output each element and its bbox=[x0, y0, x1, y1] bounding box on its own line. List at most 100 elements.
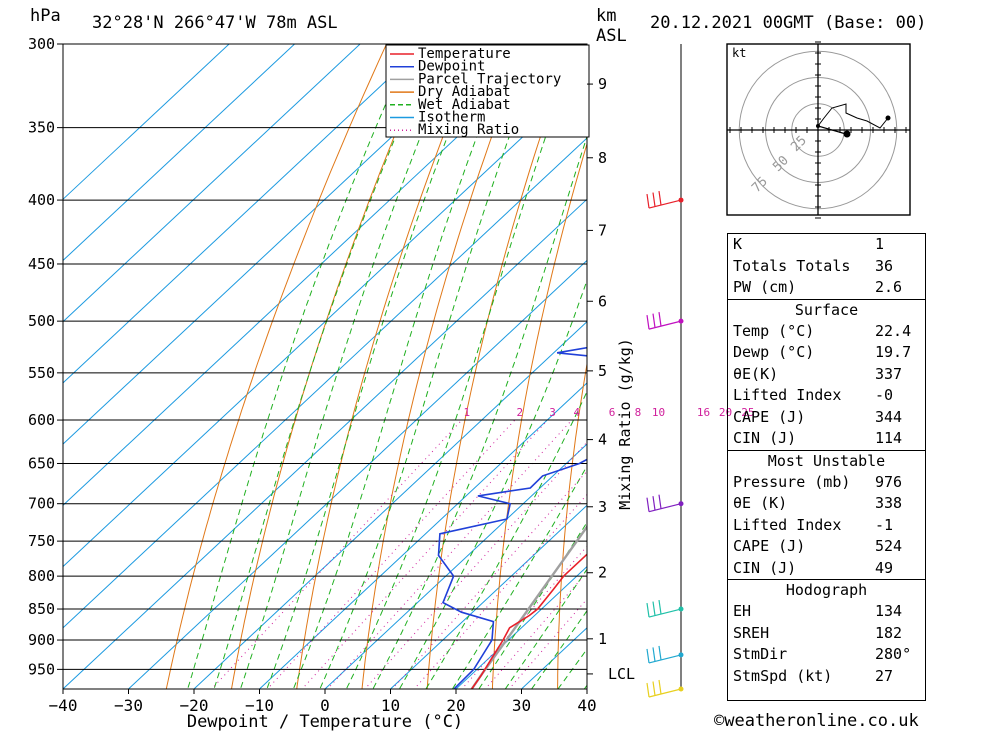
hodograph-origin bbox=[816, 124, 820, 128]
index-row: StmDir 280° bbox=[728, 644, 925, 666]
storm-motion-marker bbox=[843, 130, 851, 138]
isotherm-line bbox=[63, 44, 558, 507]
wind-barb-feather bbox=[652, 647, 656, 662]
wind-barb bbox=[648, 503, 682, 513]
x-tick-label: 0 bbox=[320, 696, 330, 715]
index-row: StmSpd (kt) 27 bbox=[728, 666, 925, 688]
footer-credit[interactable]: ©weatheronline.co.uk bbox=[714, 711, 919, 731]
mixing-ratio-line bbox=[364, 441, 587, 689]
wind-barb-feather bbox=[658, 312, 662, 327]
wind-barb-feather bbox=[646, 315, 650, 330]
chart-axes: 1 2 3 4 6 8 10 16 20 2530035040045050055060065070… bbox=[28, 35, 755, 715]
km-tick-label: 2 bbox=[598, 564, 607, 582]
wind-barb-feather bbox=[658, 679, 662, 695]
x-tick-label: −20 bbox=[180, 696, 209, 715]
index-label: StmSpd (kt) bbox=[733, 666, 833, 685]
wind-barb-feather bbox=[652, 496, 656, 511]
wind-barb-feather bbox=[658, 645, 662, 660]
pressure-tick-label: 600 bbox=[28, 411, 55, 429]
legend-entry: Parcel Trajectory bbox=[418, 71, 561, 87]
dry-adiabat-line bbox=[557, 361, 587, 689]
wind-barb-dot bbox=[678, 197, 684, 203]
index-row: θE(K) 337 bbox=[728, 364, 925, 386]
wind-barb-feather bbox=[652, 681, 656, 696]
legend-entry: Dry Adiabat bbox=[418, 84, 511, 100]
mixing-ratio-label: 4 bbox=[573, 406, 580, 419]
km-tick-label: 7 bbox=[598, 221, 607, 239]
dry-adiabat-line bbox=[971, 26, 1000, 698]
most-unstable-section: Most Unstable Pressure (mb) 976 θE (K) 338 L… bbox=[728, 451, 925, 580]
index-row: Totals Totals 36 bbox=[728, 256, 925, 278]
isotherm-line bbox=[258, 382, 587, 689]
wind-barb-feather bbox=[652, 313, 656, 328]
indices-top-section: K 1 Totals Totals 36 PW (cm) 2.6 bbox=[728, 234, 925, 300]
pressure-tick-label: 950 bbox=[28, 660, 55, 678]
x-tick-label: −10 bbox=[245, 696, 274, 715]
index-value: 19.7 bbox=[875, 343, 912, 361]
wind-barb-dot bbox=[678, 318, 684, 324]
index-value: 338 bbox=[875, 494, 903, 512]
wet-adiabat-line bbox=[213, 44, 436, 689]
pressure-tick-label: 500 bbox=[28, 312, 55, 330]
most-unstable-title: Most Unstable bbox=[767, 451, 886, 470]
hodograph-trace bbox=[817, 103, 889, 129]
x-tick-label: 40 bbox=[577, 696, 596, 715]
index-label: Pressure (mb) bbox=[733, 472, 851, 491]
wind-barb-dot bbox=[678, 686, 684, 692]
index-value: 22.4 bbox=[875, 321, 912, 340]
isotherm-line bbox=[63, 44, 230, 200]
pressure-tick-label: 700 bbox=[28, 495, 55, 513]
index-value: 27 bbox=[875, 666, 894, 685]
wind-barb-feather bbox=[652, 601, 656, 616]
x-tick-label: 10 bbox=[381, 696, 400, 715]
isotherm-line bbox=[63, 198, 587, 689]
index-label: CAPE (J) bbox=[733, 537, 806, 555]
pressure-tick-label: 450 bbox=[28, 255, 55, 273]
mixing-ratio-label: 3 bbox=[549, 406, 556, 419]
isotherm-line bbox=[63, 44, 361, 323]
wet-adiabat-line bbox=[292, 44, 513, 689]
wind-barb-feather bbox=[646, 602, 650, 618]
hodograph-point bbox=[885, 115, 891, 121]
index-value: 2.6 bbox=[875, 278, 903, 296]
mixing-ratio-label: 1 bbox=[463, 406, 470, 419]
legend-entry: Wet Adiabat bbox=[418, 97, 511, 113]
legend-entry: Temperature bbox=[418, 46, 511, 62]
isotherm-line bbox=[389, 504, 587, 689]
dry-adiabat-line bbox=[491, 142, 587, 689]
index-label: θE (K) bbox=[733, 494, 788, 512]
wind-barb bbox=[648, 320, 682, 330]
index-value: -0 bbox=[875, 386, 894, 404]
index-row: Dewp (°C) 19.7 bbox=[728, 342, 925, 364]
index-label: CAPE (J) bbox=[733, 407, 806, 426]
index-label: K bbox=[733, 235, 743, 253]
temperature-line bbox=[471, 553, 587, 689]
pressure-tick-label: 350 bbox=[28, 119, 55, 137]
mixing-ratio-label: 16 bbox=[697, 406, 710, 419]
wind-barb-feather bbox=[646, 193, 650, 209]
index-row: CAPE (J) 344 bbox=[728, 407, 925, 429]
mixing-ratio-line bbox=[301, 419, 548, 689]
pressure-tick-label: 400 bbox=[28, 191, 55, 209]
isotherm-line bbox=[63, 44, 492, 445]
index-value: 49 bbox=[875, 558, 894, 577]
legend-entry: Isotherm bbox=[418, 110, 485, 126]
dewpoint-line bbox=[437, 346, 587, 689]
index-value: 976 bbox=[875, 472, 903, 491]
chart-series bbox=[437, 346, 587, 689]
wet-adiabat-line bbox=[478, 521, 587, 689]
wind-barb-feather bbox=[658, 599, 662, 615]
index-value: 337 bbox=[875, 364, 903, 383]
index-label: CIN (J) bbox=[733, 429, 797, 447]
pressure-tick-label: 650 bbox=[28, 454, 55, 472]
km-tick-label: 1 bbox=[598, 630, 607, 648]
hpa-unit-label: hPa bbox=[30, 6, 61, 26]
surface-section: Surface Temp (°C) 22.4 Dewp (°C) 19.7 θE(K) 3… bbox=[728, 300, 925, 451]
wet-adiabat-line bbox=[372, 135, 587, 689]
wind-barb-feather bbox=[658, 190, 662, 206]
km-tick-label: 8 bbox=[598, 149, 607, 167]
wet-adiabat-line bbox=[451, 465, 587, 689]
